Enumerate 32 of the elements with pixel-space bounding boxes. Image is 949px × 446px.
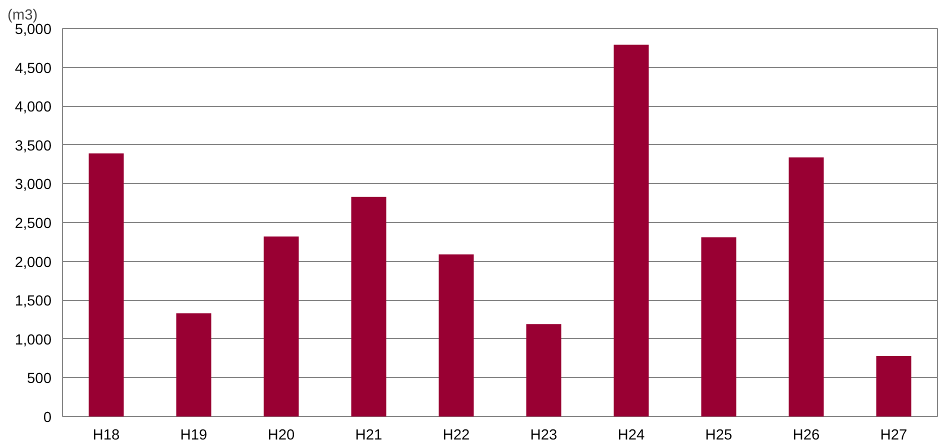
bar [264, 236, 299, 416]
x-tick-label: H23 [530, 428, 558, 444]
x-tick-label: H22 [442, 428, 470, 444]
y-tick-label: 4,500 [14, 60, 52, 77]
x-tick-label: H21 [355, 428, 382, 444]
bar [351, 196, 386, 416]
x-tick-label: H25 [705, 428, 732, 444]
y-tick-label: 1,500 [14, 294, 52, 310]
y-tick-label: 0 [43, 410, 52, 426]
y-tick-label: 2,500 [14, 216, 52, 232]
bar [88, 153, 124, 416]
x-tick-label: H19 [180, 428, 208, 444]
y-tick-label: 5,000 [14, 22, 52, 38]
y-tick-label: 1,000 [14, 332, 52, 348]
bar [526, 324, 562, 416]
y-tick-label: 2,000 [14, 254, 52, 271]
y-tick-label: 500 [27, 371, 52, 388]
y-axis-title: (m3) [8, 8, 38, 24]
bar [438, 254, 474, 416]
bar [788, 157, 824, 416]
bar [176, 313, 212, 416]
bar [701, 237, 736, 416]
x-tick-label: H27 [880, 428, 908, 444]
x-tick-label: H26 [792, 428, 820, 444]
y-tick-label: 3,000 [14, 177, 52, 194]
x-tick-label: H24 [618, 428, 645, 444]
y-tick-label: 3,500 [14, 138, 52, 154]
x-tick-label: H18 [92, 428, 120, 444]
x-tick-label: H20 [268, 428, 295, 444]
bar [876, 356, 912, 416]
bar [614, 44, 649, 416]
y-tick-label: 4,000 [14, 100, 52, 116]
